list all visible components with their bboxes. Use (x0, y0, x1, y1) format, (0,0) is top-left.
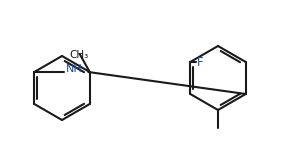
Text: NH: NH (66, 64, 83, 74)
Text: CH₃: CH₃ (69, 50, 88, 60)
Text: F: F (197, 56, 204, 69)
